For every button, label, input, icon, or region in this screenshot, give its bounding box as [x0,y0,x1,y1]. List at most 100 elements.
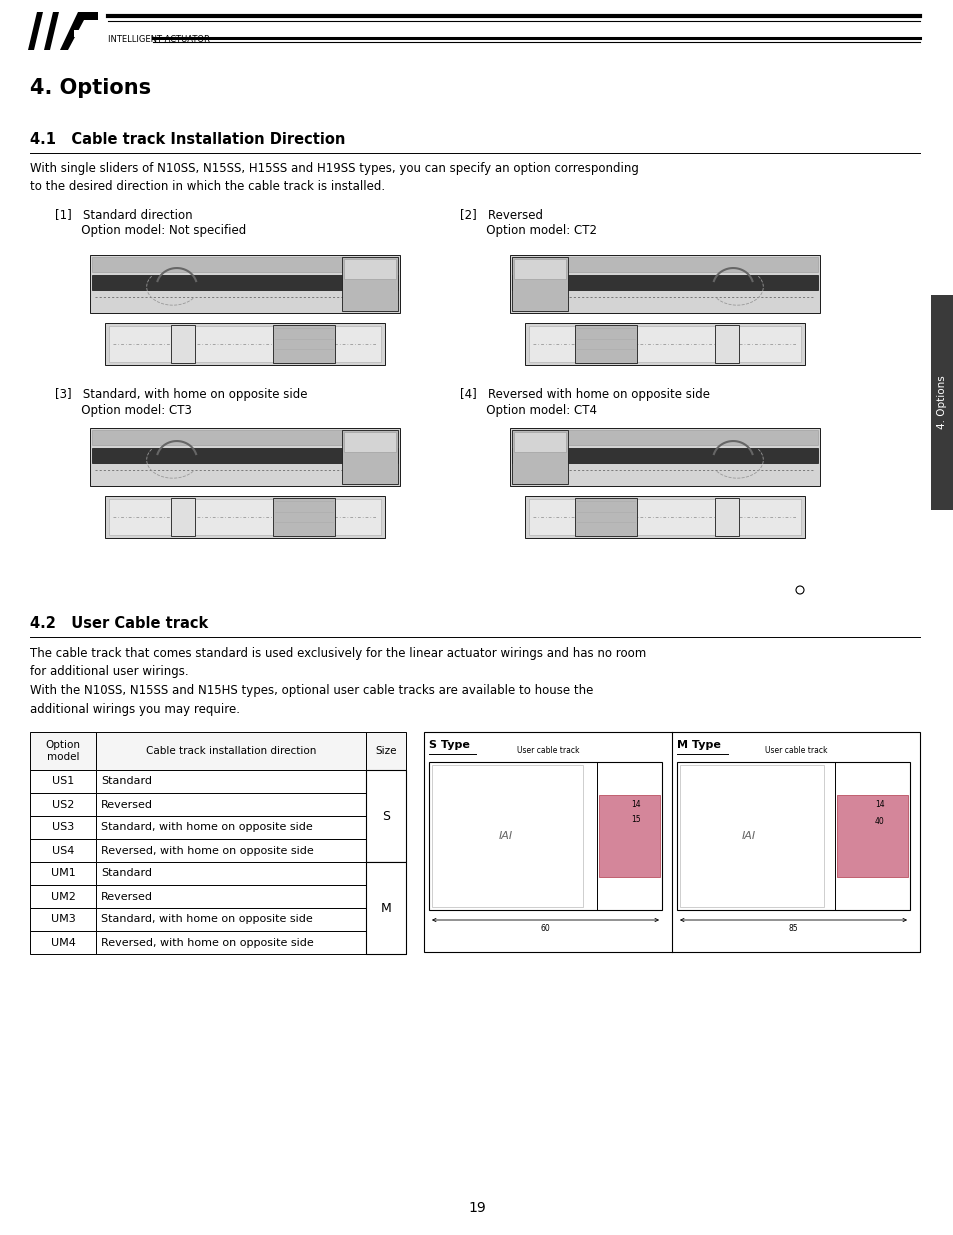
Text: IAI: IAI [741,831,756,841]
Bar [529,326,801,362]
Bar [512,448,817,463]
Circle shape [258,435,262,438]
Circle shape [370,513,379,522]
Text: 4.1   Cable track Installation Direction: 4.1 Cable track Installation Direction [30,132,345,147]
Bar [366,769,406,862]
Text: Standard, with home on opposite side: Standard, with home on opposite side [101,914,313,925]
Circle shape [173,526,176,529]
Bar [575,325,637,363]
Circle shape [370,338,379,350]
Circle shape [647,262,651,266]
Bar [342,430,397,484]
Bar [714,325,738,363]
Bar [366,816,406,839]
Text: IAI: IAI [498,831,513,841]
Circle shape [809,262,813,266]
Circle shape [373,515,376,519]
Bar [677,762,909,910]
Bar [514,259,565,279]
Text: Size: Size [375,746,396,756]
Bar [930,295,952,510]
Bar [344,432,395,452]
Text: [3]   Standard, with home on opposite side: [3] Standard, with home on opposite side [55,388,307,401]
Bar [679,764,823,906]
Text: UM2: UM2 [51,892,75,902]
Text: Standard: Standard [101,868,152,878]
Circle shape [731,526,735,529]
Bar [366,908,406,931]
Bar [273,498,335,536]
Text: User cable track: User cable track [517,746,578,755]
Bar [510,254,820,312]
Bar [96,732,366,769]
Bar [423,732,919,952]
Circle shape [809,435,813,438]
Text: 85: 85 [788,924,798,932]
Bar [514,432,565,452]
Bar [96,862,366,885]
Polygon shape [44,12,59,49]
Circle shape [173,353,176,356]
Bar [366,769,406,793]
Bar [366,732,406,769]
Bar [344,259,395,279]
Text: INTELLIGENT ACTUATOR: INTELLIGENT ACTUATOR [108,36,210,44]
Circle shape [516,435,519,438]
Bar [96,816,366,839]
Circle shape [96,262,100,266]
Circle shape [516,262,519,266]
Bar [512,257,817,272]
Text: UM3: UM3 [51,914,75,925]
Bar [837,795,907,877]
Bar [510,429,820,487]
Circle shape [112,515,117,519]
Text: Reversed, with home on opposite side: Reversed, with home on opposite side [101,846,314,856]
Text: 19: 19 [468,1200,485,1215]
Circle shape [792,515,796,519]
Bar [30,816,96,839]
Bar [30,885,96,908]
Text: S Type: S Type [429,740,470,750]
Bar [714,498,738,536]
Bar [172,498,195,536]
Bar [30,908,96,931]
Bar [512,257,567,311]
Bar [91,430,397,445]
Text: Standard: Standard [101,777,152,787]
Text: 15: 15 [631,815,640,824]
Polygon shape [28,12,43,49]
Bar [96,908,366,931]
Circle shape [721,353,724,356]
Text: 4.2   User Cable track: 4.2 User Cable track [30,616,208,631]
Text: US4: US4 [51,846,74,856]
Circle shape [179,526,182,529]
Bar [30,732,96,769]
Text: UM4: UM4 [51,937,75,947]
Bar [366,885,406,908]
Bar [432,764,583,906]
Bar [109,499,380,535]
Text: 14: 14 [631,800,640,809]
Circle shape [390,262,394,266]
Text: [1]   Standard direction: [1] Standard direction [55,207,193,221]
Bar [529,499,801,535]
Circle shape [717,353,720,356]
Text: 4. Options: 4. Options [30,78,151,98]
Text: M Type: M Type [677,740,720,750]
Polygon shape [68,20,98,49]
Text: Option model: CT2: Option model: CT2 [459,224,597,237]
Circle shape [390,435,394,438]
Text: The cable track that comes standard is used exclusively for the linear actuator : The cable track that comes standard is u… [30,647,645,715]
Bar [91,448,397,463]
Text: M: M [380,902,391,914]
Bar [30,793,96,816]
Text: Reversed, with home on opposite side: Reversed, with home on opposite side [101,937,314,947]
Bar [30,769,96,793]
Circle shape [647,435,651,438]
Text: Option model: Not specified: Option model: Not specified [55,224,246,237]
Text: US3: US3 [51,823,74,832]
Circle shape [96,435,100,438]
Text: UM1: UM1 [51,868,75,878]
Circle shape [179,353,182,356]
Text: 4. Options: 4. Options [936,375,946,430]
